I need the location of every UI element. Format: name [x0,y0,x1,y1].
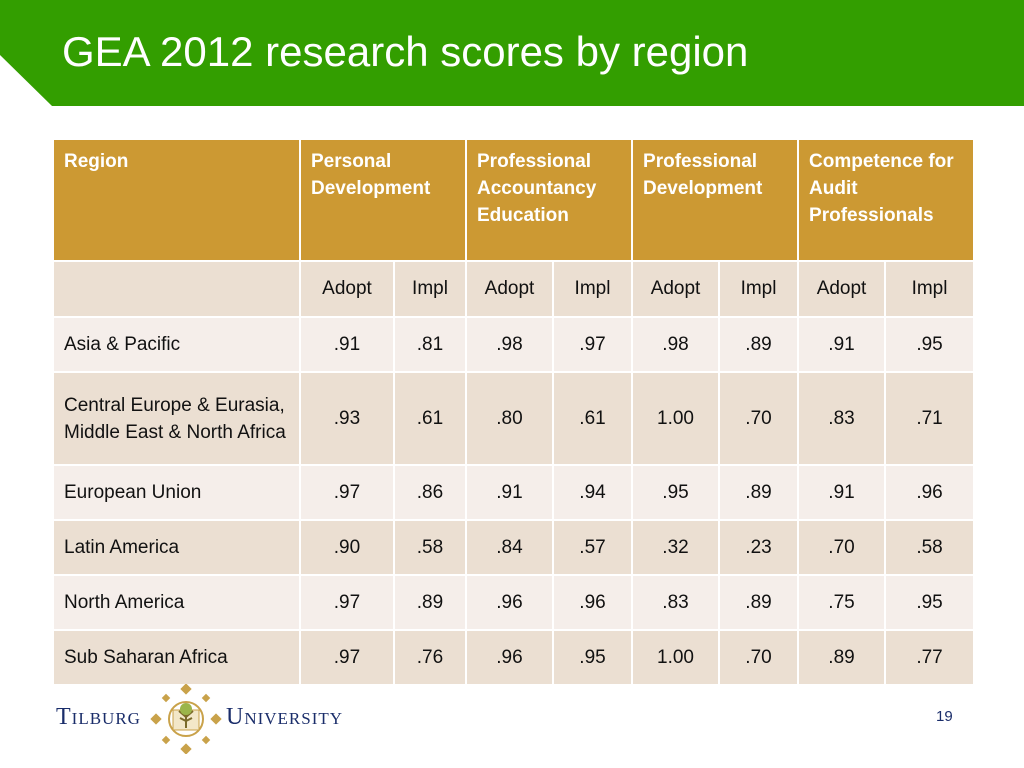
value-cell: .95 [551,629,634,686]
header-row: Region Personal Development Professional… [52,138,976,262]
value-cell: .70 [718,629,800,686]
title-bar-corner-cut [0,55,52,106]
subheader-cell: Impl [393,260,467,318]
subheader-cell: Impl [884,260,976,318]
value-cell: .91 [797,464,887,521]
value-cell: .84 [465,519,554,576]
value-cell: .89 [718,464,800,521]
table-row: Asia & Pacific .91 .81 .98 .97 .98 .89 .… [52,316,976,373]
value-cell: .96 [884,464,976,521]
subheader-cell: Impl [718,260,800,318]
value-cell: .70 [797,519,887,576]
value-cell: .23 [718,519,800,576]
value-cell: .80 [465,371,554,466]
value-cell: .91 [299,316,395,373]
value-cell: .97 [551,316,634,373]
header-personal-development: Personal Development [299,138,467,262]
slide-title: GEA 2012 research scores by region [62,28,749,75]
header-professional-accountancy-education: Professional Accountancy Education [464,138,634,262]
value-cell: .89 [797,629,887,686]
value-cell: .83 [631,574,721,631]
header-region: Region [52,138,301,262]
value-cell: .96 [465,574,554,631]
table-row: North America .97 .89 .96 .96 .83 .89 .7… [52,574,976,631]
value-cell: .98 [631,316,721,373]
header-professional-development: Professional Development [631,138,800,262]
header-competence-audit: Competence for Audit Professionals [797,138,976,262]
value-cell: 1.00 [631,629,721,686]
value-cell: .86 [393,464,467,521]
tilburg-emblem-icon [150,684,222,754]
page-number: 19 [936,708,953,725]
value-cell: .61 [393,371,467,466]
region-cell: Central Europe & Eurasia, Middle East & … [52,371,301,466]
value-cell: .91 [797,316,887,373]
region-cell: Asia & Pacific [52,316,301,373]
value-cell: .83 [797,371,887,466]
value-cell: .97 [299,629,395,686]
region-cell: North America [52,574,301,631]
subheader-cell: Impl [551,260,634,318]
value-cell: .70 [718,371,800,466]
subheader-cell: Adopt [465,260,554,318]
subheader-cell: Adopt [797,260,887,318]
logo-word-university: University [226,704,344,730]
title-bar [0,0,1024,106]
value-cell: .96 [551,574,634,631]
value-cell: .77 [884,629,976,686]
value-cell: .58 [393,519,467,576]
value-cell: .93 [299,371,395,466]
region-cell: Sub Saharan Africa [52,629,301,686]
value-cell: .61 [551,371,634,466]
value-cell: .76 [393,629,467,686]
value-cell: .57 [551,519,634,576]
value-cell: .71 [884,371,976,466]
value-cell: .75 [797,574,887,631]
table-row: Sub Saharan Africa .97 .76 .96 .95 1.00 … [52,629,976,686]
value-cell: .89 [718,316,800,373]
tilburg-university-logo: Tilburg University [56,684,346,754]
value-cell: .95 [884,316,976,373]
value-cell: .90 [299,519,395,576]
table-row: Latin America .90 .58 .84 .57 .32 .23 .7… [52,519,976,576]
scores-table: Region Personal Development Professional… [52,138,976,686]
table-row: Central Europe & Eurasia, Middle East & … [52,371,976,466]
subheader-cell: Adopt [631,260,721,318]
value-cell: .58 [884,519,976,576]
subheader-cell [52,260,301,318]
value-cell: .98 [465,316,554,373]
logo-word-tilburg: Tilburg [56,704,141,730]
value-cell: .97 [299,574,395,631]
subheader-cell: Adopt [299,260,395,318]
value-cell: 1.00 [631,371,721,466]
region-cell: European Union [52,464,301,521]
value-cell: .94 [551,464,634,521]
table-row: European Union .97 .86 .91 .94 .95 .89 .… [52,464,976,521]
value-cell: .97 [299,464,395,521]
value-cell: .89 [393,574,467,631]
subheader-row: Adopt Impl Adopt Impl Adopt Impl Adopt I… [52,260,976,318]
value-cell: .91 [465,464,554,521]
value-cell: .81 [393,316,467,373]
value-cell: .89 [718,574,800,631]
region-cell: Latin America [52,519,301,576]
value-cell: .32 [631,519,721,576]
value-cell: .95 [631,464,721,521]
value-cell: .96 [465,629,554,686]
value-cell: .95 [884,574,976,631]
